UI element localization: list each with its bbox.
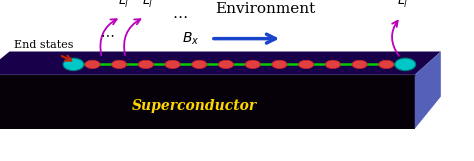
Ellipse shape (63, 58, 84, 71)
Text: $L_l^1$: $L_l^1$ (118, 0, 133, 11)
Ellipse shape (111, 60, 127, 69)
Ellipse shape (191, 60, 207, 69)
Polygon shape (415, 52, 441, 129)
Text: Superconductor: Superconductor (132, 99, 257, 113)
Ellipse shape (85, 60, 100, 69)
Ellipse shape (352, 60, 367, 69)
Polygon shape (0, 75, 415, 129)
Text: $\cdots$: $\cdots$ (173, 8, 188, 23)
Ellipse shape (395, 58, 416, 71)
Text: Environment: Environment (215, 2, 316, 16)
Ellipse shape (245, 60, 260, 69)
Ellipse shape (165, 60, 180, 69)
Ellipse shape (219, 60, 234, 69)
Ellipse shape (272, 60, 287, 69)
Polygon shape (0, 52, 441, 75)
Ellipse shape (379, 60, 394, 69)
Text: $L_l^N$: $L_l^N$ (397, 0, 413, 11)
Ellipse shape (299, 60, 314, 69)
Ellipse shape (325, 60, 340, 69)
Text: $B_x$: $B_x$ (182, 30, 199, 47)
Text: $L_l^2$: $L_l^2$ (142, 0, 156, 11)
Text: $\cdots$: $\cdots$ (100, 27, 114, 41)
Text: End states: End states (14, 40, 74, 50)
Ellipse shape (138, 60, 154, 69)
